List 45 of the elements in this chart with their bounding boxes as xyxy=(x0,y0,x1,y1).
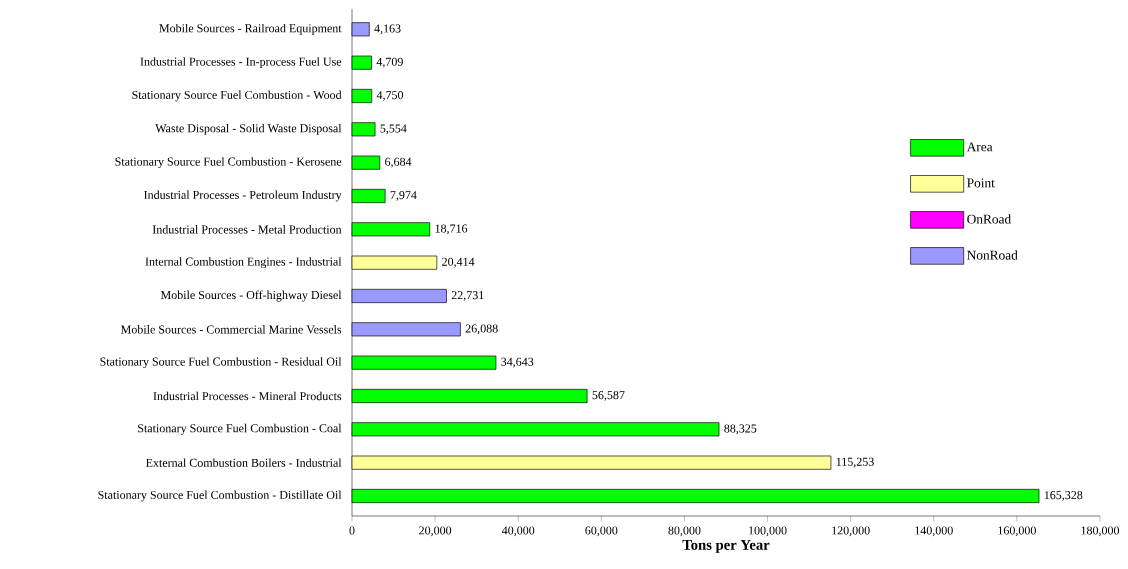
data-label: 22,731 xyxy=(451,290,484,301)
data-label: 7,974 xyxy=(390,190,417,201)
y-tick-label: Industrial Processes - Metal Production xyxy=(152,224,342,234)
y-tick-label: Stationary Source Fuel Combustion - Wood xyxy=(132,90,342,102)
y-tick-label: Industrial Processes - In-process Fuel Use xyxy=(140,57,342,68)
y-tick-label: Stationary Source Fuel Combustion - Distillate Oil xyxy=(98,490,342,502)
data-label: 34,643 xyxy=(501,357,534,368)
x-tick-label: 20,000 xyxy=(419,526,452,537)
y-tick-label: Stationary Source Fuel Combustion - Coal xyxy=(138,423,342,435)
y-tick-label: External Combustion Boilers - Industrial xyxy=(145,458,342,467)
x-tick-label: 120,000 xyxy=(832,526,870,537)
data-label: 115,253 xyxy=(836,457,874,468)
y-tick-label: Mobile Sources - Off-highway Diesel xyxy=(160,290,342,302)
data-label: 26,088 xyxy=(465,324,498,335)
x-axis-title: Tons per Year xyxy=(682,539,770,553)
legend-label: Point xyxy=(967,178,995,188)
x-tick-label: 60,000 xyxy=(585,526,618,537)
data-label: 56,587 xyxy=(592,390,625,401)
data-label: 18,716 xyxy=(435,224,468,235)
data-label: 4,750 xyxy=(376,90,404,101)
data-label: 20,414 xyxy=(442,257,475,268)
x-tick-label: 0 xyxy=(349,526,355,535)
y-tick-label: Stationary Source Fuel Combustion - Residual Oil xyxy=(100,357,342,368)
x-tick-label: 180,000 xyxy=(1081,526,1120,537)
y-tick-label: Industrial Processes - Petroleum Industry xyxy=(144,190,342,202)
data-label: 5,554 xyxy=(380,124,407,135)
x-tick-label: 100,000 xyxy=(749,526,787,537)
legend-label: OnRoad xyxy=(967,214,1011,224)
data-label: 4,163 xyxy=(374,24,401,35)
x-tick-label: 40,000 xyxy=(501,526,535,537)
y-tick-label: Mobile Sources - Commercial Marine Vessels xyxy=(121,324,342,334)
x-tick-label: 140,000 xyxy=(915,526,953,537)
legend-label: NonRoad xyxy=(967,250,1018,260)
data-label: 165,328 xyxy=(1044,490,1083,501)
y-tick-label: Stationary Source Fuel Combustion - Kerosene xyxy=(115,157,342,168)
y-tick-label: Waste Disposal - Solid Waste Disposal xyxy=(155,123,342,135)
y-tick-label: Mobile Sources - Railroad Equipment xyxy=(159,23,342,35)
data-label: 4,709 xyxy=(376,57,403,68)
y-tick-label: Industrial Processes - Mineral Products xyxy=(153,391,342,401)
legend-label: Area xyxy=(966,142,993,152)
data-label: 88,325 xyxy=(724,424,757,435)
x-tick-label: 160,000 xyxy=(998,526,1036,537)
y-tick-label: Internal Combustion Engines - Industrial xyxy=(145,257,342,268)
data-label: 6,684 xyxy=(385,157,412,168)
x-tick-label: 80,000 xyxy=(668,526,701,537)
